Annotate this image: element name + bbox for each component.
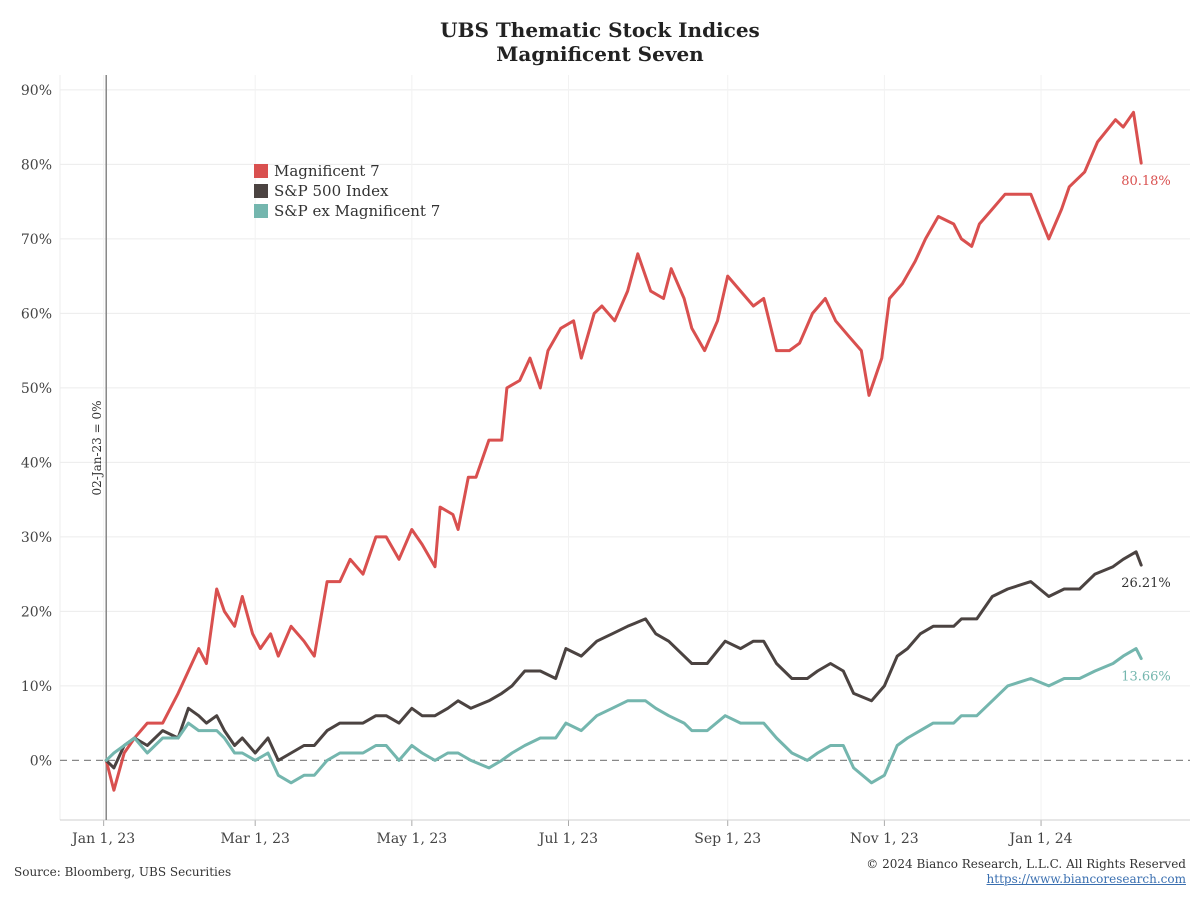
copyright-text: © 2024 Bianco Research, L.L.C. All Right… [866, 857, 1186, 871]
series-line-s-p-ex-magnificent-7 [104, 647, 1143, 785]
legend-swatch [254, 204, 268, 218]
x-tick-label: Jan 1, 24 [1008, 831, 1073, 847]
y-tick-label: 80% [21, 157, 52, 173]
y-tick-label: 20% [21, 604, 52, 620]
footer-credits: © 2024 Bianco Research, L.L.C. All Right… [866, 857, 1186, 887]
legend-label: S&P 500 Index [274, 182, 389, 200]
source-note: Source: Bloomberg, UBS Securities [14, 865, 232, 879]
legend-swatch [254, 184, 268, 198]
y-tick-label: 40% [21, 455, 52, 471]
y-tick-label: 50% [21, 381, 52, 397]
y-tick-label: 70% [21, 232, 52, 248]
reference-line-label: 02-Jan-23 = 0% [90, 400, 104, 495]
chart-subtitle: Magnificent Seven [496, 42, 704, 66]
series-end-label: 26.21% [1121, 576, 1171, 591]
legend-label: Magnificent 7 [274, 162, 380, 180]
series-line-s-p-500-index [104, 550, 1143, 770]
y-tick-label: 0% [30, 753, 52, 769]
x-tick-label: Sep 1, 23 [694, 831, 761, 847]
x-tick-label: Mar 1, 23 [220, 831, 289, 847]
x-tick-label: Jul 1, 23 [537, 831, 598, 847]
x-tick-label: Nov 1, 23 [850, 831, 919, 847]
x-tick-label: May 1, 23 [377, 831, 448, 847]
series-line-magnificent-7 [104, 110, 1143, 792]
y-tick-label: 90% [21, 83, 52, 99]
chart-title: UBS Thematic Stock Indices [440, 18, 760, 42]
y-tick-label: 60% [21, 306, 52, 322]
series-end-label: 80.18% [1121, 174, 1171, 189]
legend-swatch [254, 164, 268, 178]
website-link[interactable]: https://www.biancoresearch.com [986, 872, 1186, 886]
y-tick-label: 10% [21, 679, 52, 695]
y-tick-label: 30% [21, 530, 52, 546]
x-tick-label: Jan 1, 23 [70, 831, 135, 847]
series-end-label: 13.66% [1121, 670, 1171, 685]
legend-label: S&P ex Magnificent 7 [274, 202, 440, 220]
